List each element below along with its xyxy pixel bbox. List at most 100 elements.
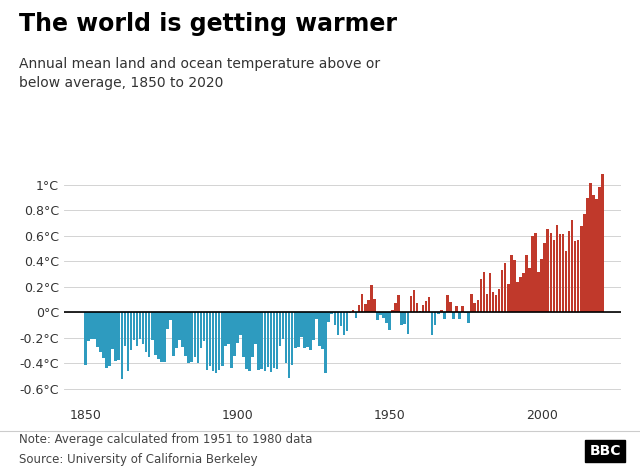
Bar	[172, 312, 175, 356]
Bar	[446, 295, 449, 312]
Bar	[139, 312, 141, 339]
Bar	[564, 251, 567, 312]
Bar	[93, 312, 96, 338]
Bar	[361, 294, 364, 312]
Bar	[193, 312, 196, 357]
Bar	[349, 312, 351, 313]
Bar	[425, 301, 428, 312]
Bar	[538, 272, 540, 312]
Bar	[84, 312, 86, 365]
Bar	[236, 312, 239, 343]
Bar	[580, 226, 582, 312]
Bar	[495, 295, 497, 312]
Bar	[279, 312, 282, 346]
Bar	[358, 306, 360, 312]
Bar	[461, 306, 464, 312]
Bar	[571, 220, 573, 312]
Bar	[163, 312, 166, 362]
Bar	[431, 312, 433, 335]
Bar	[556, 225, 558, 312]
Bar	[227, 312, 230, 344]
Bar	[346, 312, 348, 331]
Bar	[401, 312, 403, 325]
Bar	[394, 303, 397, 312]
Bar	[574, 241, 577, 312]
Bar	[288, 312, 291, 378]
Text: BBC: BBC	[589, 444, 621, 458]
Bar	[367, 300, 369, 312]
Bar	[205, 312, 208, 370]
Bar	[248, 312, 251, 371]
Bar	[507, 283, 509, 312]
Bar	[242, 312, 245, 357]
Bar	[267, 312, 269, 367]
Bar	[175, 312, 178, 348]
Bar	[373, 299, 376, 312]
Bar	[406, 312, 409, 334]
Bar	[245, 312, 248, 369]
Text: Annual mean land and ocean temperature above or
below average, 1850 to 2020: Annual mean land and ocean temperature a…	[19, 57, 380, 90]
Bar	[333, 312, 336, 325]
Bar	[465, 312, 467, 313]
Bar	[252, 312, 254, 357]
Bar	[108, 312, 111, 366]
Bar	[282, 312, 284, 339]
Bar	[479, 279, 482, 312]
Bar	[157, 312, 159, 360]
Bar	[132, 312, 135, 340]
Bar	[486, 294, 488, 312]
Bar	[106, 312, 108, 368]
Bar	[598, 187, 601, 312]
Bar	[550, 233, 552, 312]
Bar	[257, 312, 260, 370]
Bar	[562, 234, 564, 312]
Bar	[568, 231, 570, 312]
Bar	[474, 303, 476, 312]
Bar	[215, 312, 218, 373]
Bar	[382, 312, 385, 318]
Bar	[589, 183, 591, 312]
Bar	[528, 268, 531, 312]
Bar	[385, 312, 388, 323]
Bar	[297, 312, 300, 347]
Bar	[422, 306, 424, 312]
Bar	[196, 312, 199, 363]
Bar	[543, 243, 546, 312]
Bar	[592, 195, 595, 312]
Bar	[458, 312, 461, 319]
Bar	[154, 312, 157, 355]
Bar	[452, 312, 455, 319]
Bar	[273, 312, 275, 368]
Bar	[595, 199, 598, 312]
Bar	[352, 310, 355, 312]
Bar	[269, 312, 272, 372]
Bar	[145, 312, 147, 352]
Bar	[166, 312, 169, 329]
Bar	[115, 312, 117, 360]
Bar	[547, 229, 549, 312]
Bar	[501, 270, 504, 312]
Bar	[470, 294, 473, 312]
Bar	[254, 312, 257, 345]
Bar	[342, 312, 345, 336]
Bar	[455, 306, 458, 312]
Bar	[440, 310, 443, 312]
Text: The world is getting warmer: The world is getting warmer	[19, 12, 397, 36]
Bar	[285, 312, 287, 363]
Bar	[516, 282, 518, 312]
Bar	[419, 311, 421, 312]
Bar	[498, 289, 500, 312]
Bar	[169, 312, 172, 320]
Bar	[388, 312, 391, 330]
Bar	[260, 312, 263, 369]
Bar	[428, 298, 431, 312]
Bar	[321, 312, 324, 349]
Bar	[324, 312, 327, 373]
Bar	[355, 312, 357, 318]
Bar	[510, 255, 513, 312]
Bar	[300, 312, 303, 337]
Bar	[318, 312, 321, 346]
Bar	[96, 312, 99, 347]
Bar	[434, 312, 436, 325]
Bar	[410, 296, 412, 312]
